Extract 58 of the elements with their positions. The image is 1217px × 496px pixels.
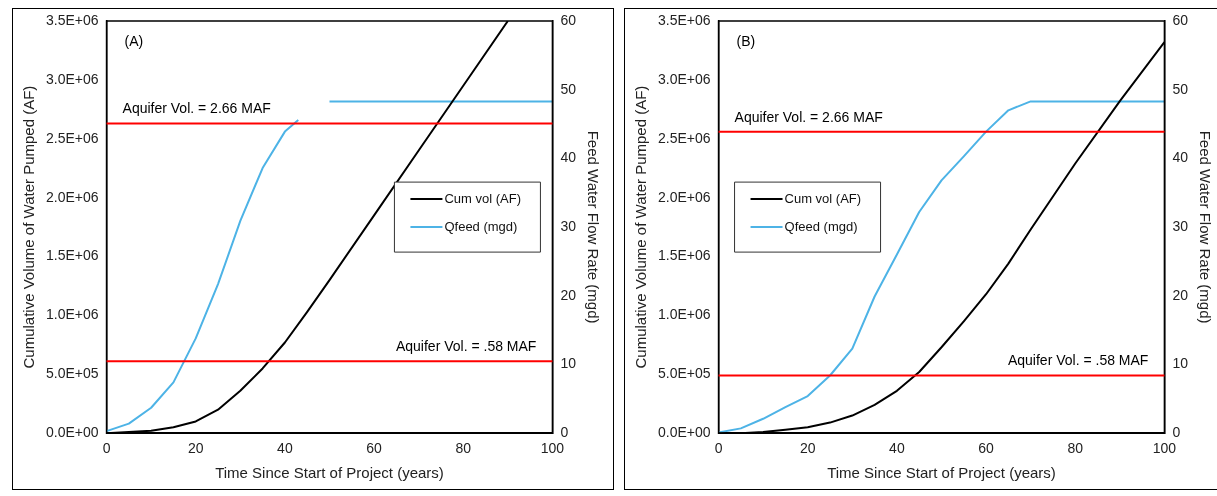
y2-tick-label: 20 (1172, 286, 1189, 303)
y2-tick-label: 10 (560, 355, 577, 372)
y-tick-label: 2.5E+06 (657, 129, 711, 146)
y-tick-label: 3.0E+06 (45, 70, 99, 87)
x-tick-label: 0 (714, 440, 723, 457)
y-tick-label: 5.0E+05 (45, 365, 99, 382)
y2-tick-label: 40 (560, 149, 577, 166)
annotation: Aquifer Vol. = 2.66 MAF (122, 100, 271, 117)
annotation: Aquifer Vol. = .58 MAF (395, 338, 537, 355)
x-tick-label: 40 (889, 440, 905, 457)
y-tick-label: 2.5E+06 (45, 129, 99, 146)
x-axis-title: Time Since Start of Project (years) (827, 464, 1056, 482)
x-tick-label: 60 (978, 440, 995, 457)
y-axis-title: Cumulative Volume of Water Pumped (AF) (632, 85, 650, 369)
annotation: (A) (124, 32, 144, 49)
y-axis-title: Cumulative Volume of Water Pumped (AF) (20, 85, 38, 369)
y2-tick-label: 20 (560, 286, 577, 303)
x-tick-label: 20 (799, 440, 816, 457)
legend-label: Cum vol (AF) (784, 190, 862, 206)
y2-axis-title: Feed Water Flow Rate (mgd) (1196, 130, 1214, 324)
y2-tick-label: 30 (560, 217, 577, 234)
y-tick-label: 0.0E+00 (657, 424, 711, 441)
legend-label: Qfeed (mgd) (444, 218, 518, 234)
y-tick-label: 3.5E+06 (45, 11, 99, 28)
x-tick-label: 20 (187, 440, 204, 457)
x-tick-label: 60 (366, 440, 383, 457)
x-tick-label: 100 (540, 440, 565, 457)
annotation: Aquifer Vol. = .58 MAF (1007, 352, 1149, 369)
x-tick-label: 40 (277, 440, 293, 457)
y-tick-label: 1.0E+06 (657, 306, 711, 323)
y2-tick-label: 0 (1172, 424, 1181, 441)
annotation: Aquifer Vol. = 2.66 MAF (734, 108, 883, 125)
y2-tick-label: 50 (1172, 80, 1189, 97)
y-tick-label: 2.0E+06 (45, 188, 99, 205)
y2-axis-title: Feed Water Flow Rate (mgd) (584, 130, 602, 324)
y2-tick-label: 0 (560, 424, 569, 441)
y-tick-label: 3.0E+06 (657, 70, 711, 87)
y-tick-label: 3.5E+06 (657, 11, 711, 28)
y2-tick-label: 30 (1172, 217, 1189, 234)
x-tick-label: 80 (1067, 440, 1084, 457)
y2-tick-label: 40 (1172, 149, 1189, 166)
y2-tick-label: 10 (1172, 355, 1189, 372)
y-tick-label: 5.0E+05 (657, 365, 711, 382)
annotation: (B) (736, 32, 756, 49)
y2-tick-label: 60 (560, 11, 577, 28)
y2-tick-label: 50 (560, 80, 577, 97)
x-axis-title: Time Since Start of Project (years) (215, 464, 444, 482)
y-tick-label: 0.0E+00 (45, 424, 99, 441)
y-tick-label: 1.5E+06 (45, 247, 99, 264)
x-tick-label: 100 (1152, 440, 1177, 457)
x-tick-label: 0 (102, 440, 111, 457)
x-tick-label: 80 (455, 440, 472, 457)
y-tick-label: 1.5E+06 (657, 247, 711, 264)
legend-label: Qfeed (mgd) (784, 218, 858, 234)
y-tick-label: 1.0E+06 (45, 306, 99, 323)
y-tick-label: 2.0E+06 (657, 188, 711, 205)
legend-label: Cum vol (AF) (444, 190, 521, 206)
y2-tick-label: 60 (1172, 11, 1189, 28)
